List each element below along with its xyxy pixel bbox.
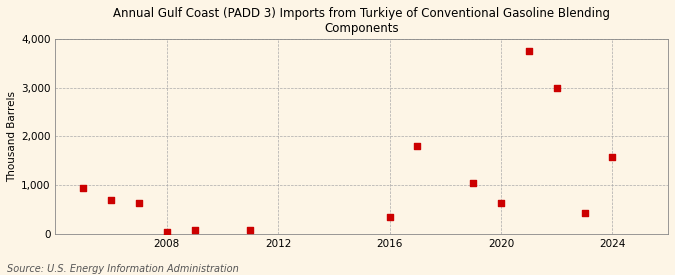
- Point: [412, 144, 423, 148]
- Point: [551, 86, 562, 90]
- Point: [607, 155, 618, 159]
- Point: [468, 181, 479, 185]
- Title: Annual Gulf Coast (PADD 3) Imports from Turkiye of Conventional Gasoline Blendin: Annual Gulf Coast (PADD 3) Imports from …: [113, 7, 610, 35]
- Point: [106, 198, 117, 202]
- Point: [134, 201, 144, 206]
- Point: [579, 211, 590, 215]
- Y-axis label: Thousand Barrels: Thousand Barrels: [7, 91, 17, 182]
- Point: [523, 49, 534, 53]
- Point: [384, 215, 395, 219]
- Point: [189, 228, 200, 232]
- Point: [245, 228, 256, 232]
- Point: [161, 230, 172, 235]
- Text: Source: U.S. Energy Information Administration: Source: U.S. Energy Information Administ…: [7, 264, 238, 274]
- Point: [495, 201, 506, 206]
- Point: [78, 185, 88, 190]
